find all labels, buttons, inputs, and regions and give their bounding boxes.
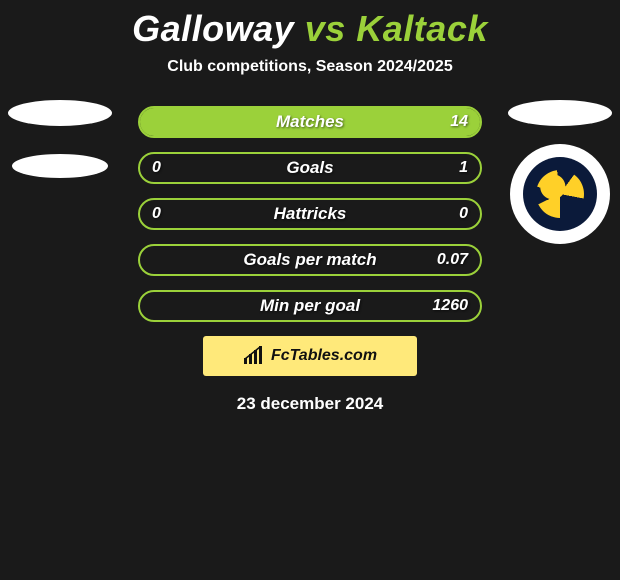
title-player-right: Kaltack — [356, 8, 488, 49]
bar-chart-icon — [243, 346, 265, 366]
club-logo-inner — [523, 157, 597, 231]
stat-label: Goals per match — [243, 250, 376, 270]
title-vs: vs — [305, 8, 346, 49]
stat-right-value: 14 — [450, 113, 468, 131]
stat-row: Matches 14 — [138, 106, 482, 138]
placeholder-badge-icon — [12, 154, 108, 178]
stat-label: Matches — [276, 112, 344, 132]
left-club-badge-area — [5, 106, 115, 178]
comparison-subtitle: Club competitions, Season 2024/2025 — [0, 58, 620, 76]
stat-right-value: 1 — [459, 159, 468, 177]
stat-right-value: 0.07 — [437, 251, 468, 269]
stat-row: Goals per match 0.07 — [138, 244, 482, 276]
watermark-text: FcTables.com — [271, 347, 377, 365]
stat-label: Min per goal — [260, 296, 360, 316]
wave-swirl-icon — [536, 170, 584, 218]
stat-right-value: 0 — [459, 205, 468, 223]
stat-bars: Matches 14 0 Goals 1 0 Hattricks 0 Goals per mat… — [138, 106, 482, 322]
stat-left-value: 0 — [152, 205, 161, 223]
stat-right-value: 1260 — [432, 297, 468, 315]
right-club-badge-area — [505, 106, 615, 244]
title-player-left: Galloway — [132, 8, 294, 49]
stats-region: Matches 14 0 Goals 1 0 Hattricks 0 Goals per mat… — [0, 106, 620, 322]
club-logo-mariners — [510, 144, 610, 244]
fctables-watermark: FcTables.com — [203, 336, 417, 376]
generation-date: 23 december 2024 — [0, 394, 620, 414]
placeholder-badge-icon — [508, 100, 612, 126]
stat-row: Min per goal 1260 — [138, 290, 482, 322]
placeholder-badge-icon — [8, 100, 112, 126]
stat-row: 0 Hattricks 0 — [138, 198, 482, 230]
stat-label: Goals — [286, 158, 333, 178]
stat-left-value: 0 — [152, 159, 161, 177]
comparison-title: Galloway vs Kaltack — [0, 0, 620, 50]
stat-row: 0 Goals 1 — [138, 152, 482, 184]
stat-label: Hattricks — [274, 204, 347, 224]
